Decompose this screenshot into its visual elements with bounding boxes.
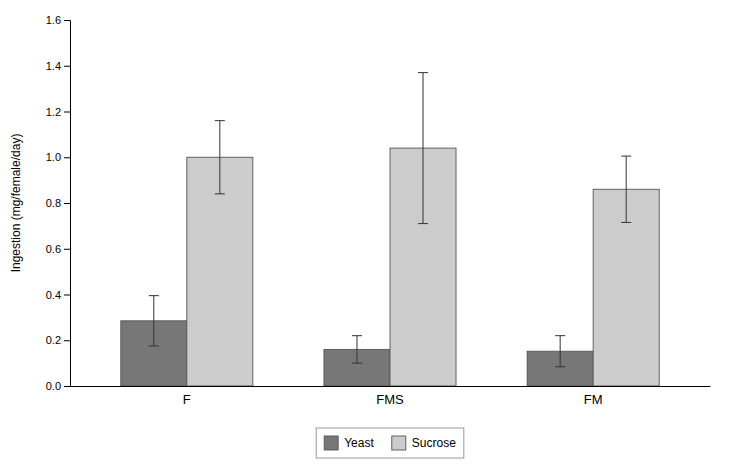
error-bar	[555, 336, 565, 367]
legend-label: Yeast	[344, 436, 374, 450]
tick: 1.4	[46, 60, 70, 72]
tick-label: 0.8	[46, 197, 61, 209]
tick-label: 1.2	[46, 106, 61, 118]
tick: 0.8	[46, 197, 70, 209]
tick-label: F	[183, 392, 191, 407]
legend-label: Sucrose	[412, 436, 456, 450]
tick-mark	[64, 20, 70, 21]
error-bar	[418, 73, 428, 224]
tick-label: FM	[584, 392, 603, 407]
tick-mark	[64, 295, 70, 296]
error-cap	[621, 156, 631, 157]
plot: 0.0 0.2 0.4 0.6 0.8 1.0 1.2 1.4 1.6 F FMS FM Ingesti…	[9, 14, 711, 407]
axis-line	[71, 386, 711, 387]
error-line	[560, 336, 561, 367]
error-line	[423, 73, 424, 224]
chart: 0.0 0.2 0.4 0.6 0.8 1.0 1.2 1.4 1.6 F FMS FM Ingesti…	[0, 0, 730, 476]
tick: FMS	[376, 392, 404, 407]
error-line	[153, 296, 154, 346]
tick: 0.4	[46, 289, 70, 301]
legend-item: Yeast	[324, 436, 374, 450]
x-axis: F FMS FM	[71, 387, 711, 408]
tick-mark	[64, 203, 70, 204]
error-cap	[418, 72, 428, 73]
tick-label: FMS	[376, 392, 404, 407]
tick-mark	[64, 157, 70, 158]
tick-label: 1.4	[46, 60, 61, 72]
axis-title: Ingestion (mg/female/day)	[9, 134, 23, 273]
error-cap	[149, 345, 159, 346]
error-cap	[149, 295, 159, 296]
error-cap	[352, 335, 362, 336]
y-axis: 0.0 0.2 0.4 0.6 0.8 1.0 1.2 1.4 1.6	[46, 14, 71, 392]
tick: 1.0	[46, 151, 70, 163]
error-cap	[215, 120, 225, 121]
error-line	[219, 121, 220, 194]
legend-item: Sucrose	[392, 436, 456, 450]
error-bar	[215, 121, 225, 194]
tick-label: 0.6	[46, 243, 61, 255]
legend: Yeast Sucrose	[316, 428, 464, 458]
tick-label: 1.0	[46, 151, 61, 163]
error-cap	[555, 335, 565, 336]
tick-label: 0.4	[46, 289, 61, 301]
tick-mark	[64, 249, 70, 250]
error-bar	[352, 336, 362, 363]
tick-mark	[64, 66, 70, 67]
tick-mark	[64, 112, 70, 113]
tick-label: 0.2	[46, 334, 61, 346]
error-bar	[149, 296, 159, 346]
tick-label: 1.6	[46, 14, 61, 26]
legend-box	[316, 428, 464, 458]
legend-swatch	[392, 436, 406, 450]
tick-mark	[64, 386, 70, 387]
axis-line	[64, 21, 71, 387]
error-bar	[621, 156, 631, 222]
tick-mark	[64, 340, 70, 341]
tick: 0.6	[46, 243, 70, 255]
error-cap	[418, 223, 428, 224]
error-cap	[555, 366, 565, 367]
tick-label: 0.0	[46, 380, 61, 392]
tick: F	[183, 392, 191, 407]
series	[187, 73, 659, 386]
tick: 0.2	[46, 334, 70, 346]
legend-swatch	[324, 436, 338, 450]
tick: 1.6	[46, 14, 70, 26]
error-line	[626, 156, 627, 222]
error-cap	[352, 363, 362, 364]
tick: FM	[584, 392, 603, 407]
tick: 1.2	[46, 106, 70, 118]
error-line	[356, 336, 357, 363]
marks	[121, 73, 659, 386]
tick: 0.0	[46, 380, 70, 392]
error-cap	[215, 193, 225, 194]
error-cap	[621, 222, 631, 223]
